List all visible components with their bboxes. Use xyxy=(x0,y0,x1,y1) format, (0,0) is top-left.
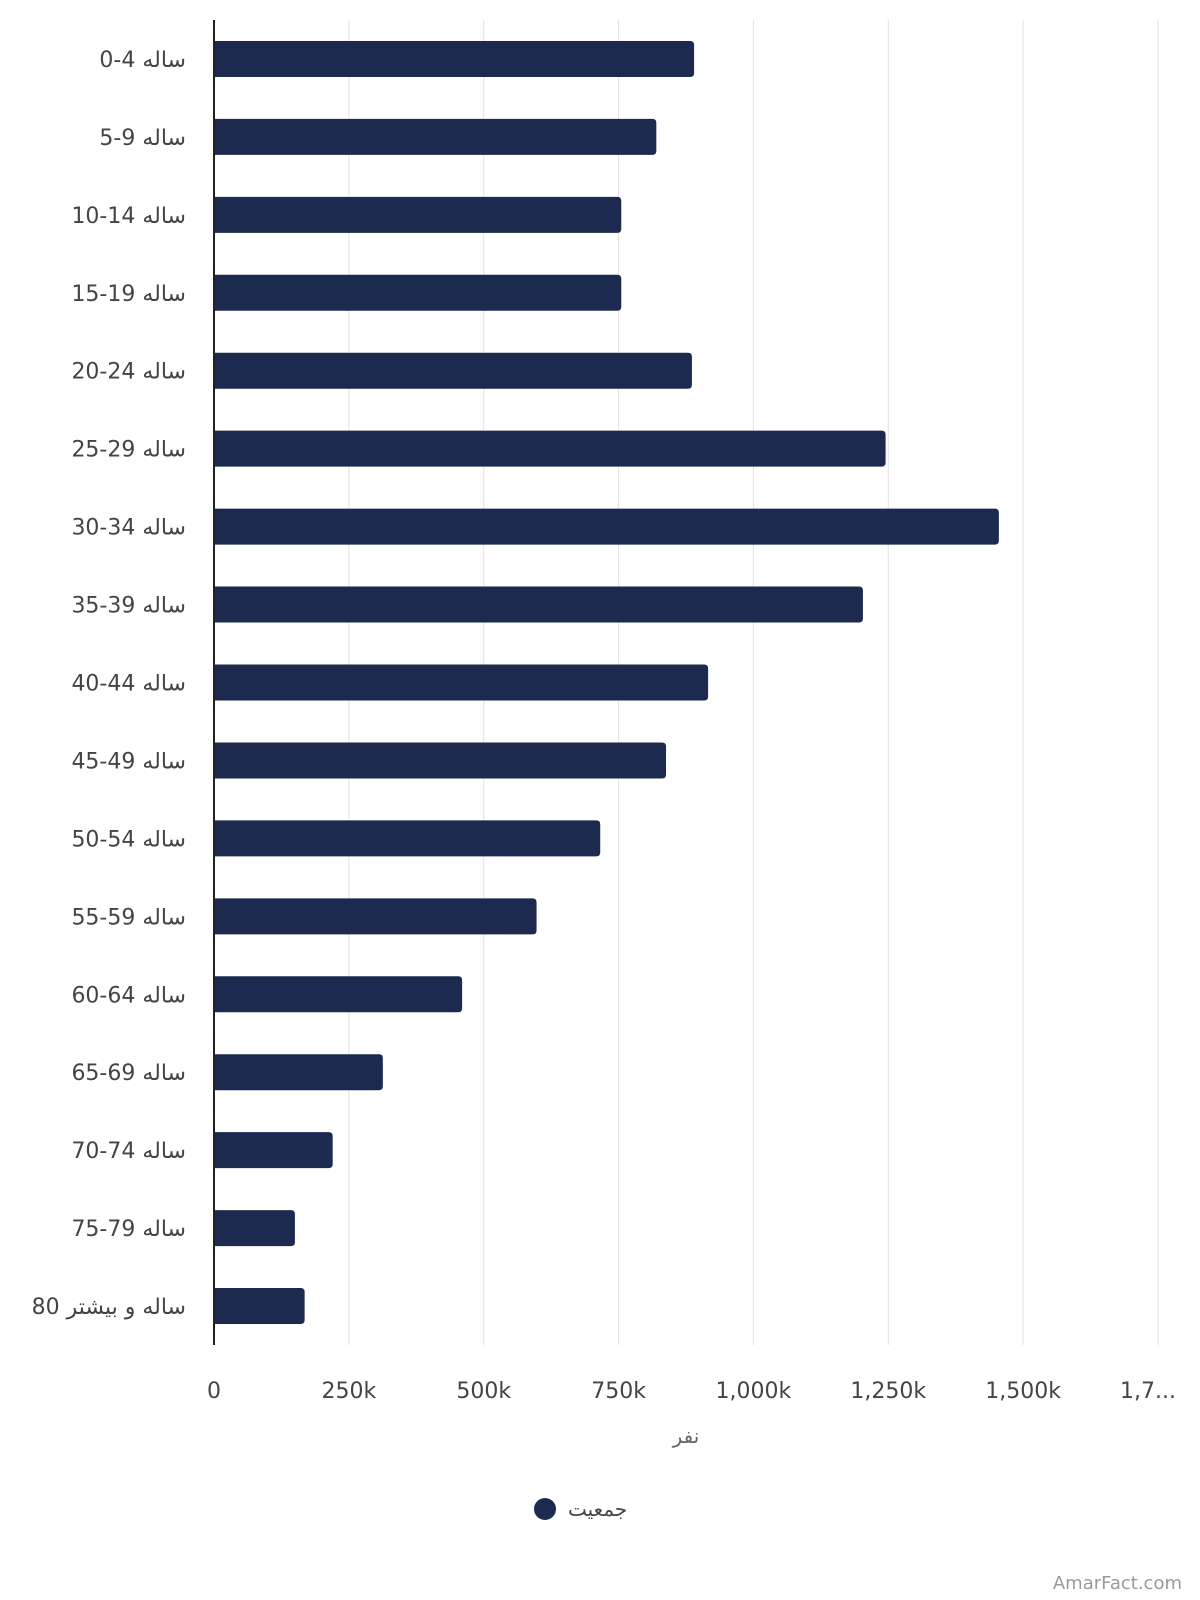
bar xyxy=(214,1132,333,1169)
x-tick-label: 1,250k xyxy=(850,1379,926,1404)
category-label: 40-44 ساله xyxy=(71,672,186,697)
x-tick-label: 1,7... xyxy=(1120,1379,1176,1404)
watermark: AmarFact.com xyxy=(1052,1573,1182,1594)
category-label: 55-59 ساله xyxy=(71,905,186,930)
x-tick-label: 0 xyxy=(207,1379,221,1404)
bar xyxy=(214,508,999,545)
bar xyxy=(214,898,537,935)
bar xyxy=(214,430,886,467)
category-label: 10-14 ساله xyxy=(71,204,186,229)
x-tick-label: 500k xyxy=(456,1379,511,1404)
category-label: 45-49 ساله xyxy=(71,749,186,774)
x-tick-label: 1,000k xyxy=(716,1379,792,1404)
x-tick-label: 250k xyxy=(321,1379,376,1404)
x-tick-label: 750k xyxy=(591,1379,646,1404)
category-label: 25-29 ساله xyxy=(71,438,186,463)
category-label: 20-24 ساله xyxy=(71,360,186,385)
bar xyxy=(214,1054,383,1091)
legend-label: جمعیت xyxy=(568,1497,627,1521)
category-label: 70-74 ساله xyxy=(71,1139,186,1164)
bar xyxy=(214,274,622,311)
bar xyxy=(214,1210,295,1247)
bar xyxy=(214,976,463,1013)
category-label: 50-54 ساله xyxy=(71,827,186,852)
category-label: 30-34 ساله xyxy=(71,516,186,541)
bar xyxy=(214,1288,305,1325)
bar xyxy=(214,742,667,779)
category-label: 80 ساله و بیشتر xyxy=(32,1295,186,1320)
category-label: 15-19 ساله xyxy=(71,282,186,307)
bar xyxy=(214,664,709,701)
x-axis-title: نفر xyxy=(672,1424,700,1448)
category-label: 0-4 ساله xyxy=(99,48,186,73)
category-label: 60-64 ساله xyxy=(71,983,186,1008)
bar xyxy=(214,586,863,623)
category-label: 75-79 ساله xyxy=(71,1217,186,1242)
legend-marker xyxy=(534,1498,556,1520)
category-label: 35-39 ساله xyxy=(71,594,186,619)
category-label: 65-69 ساله xyxy=(71,1061,186,1086)
bar xyxy=(214,40,695,77)
bar xyxy=(214,352,692,389)
bar xyxy=(214,820,601,857)
category-label: 5-9 ساله xyxy=(99,126,186,151)
bar xyxy=(214,196,622,233)
x-tick-label: 1,500k xyxy=(985,1379,1061,1404)
bar xyxy=(214,118,657,155)
